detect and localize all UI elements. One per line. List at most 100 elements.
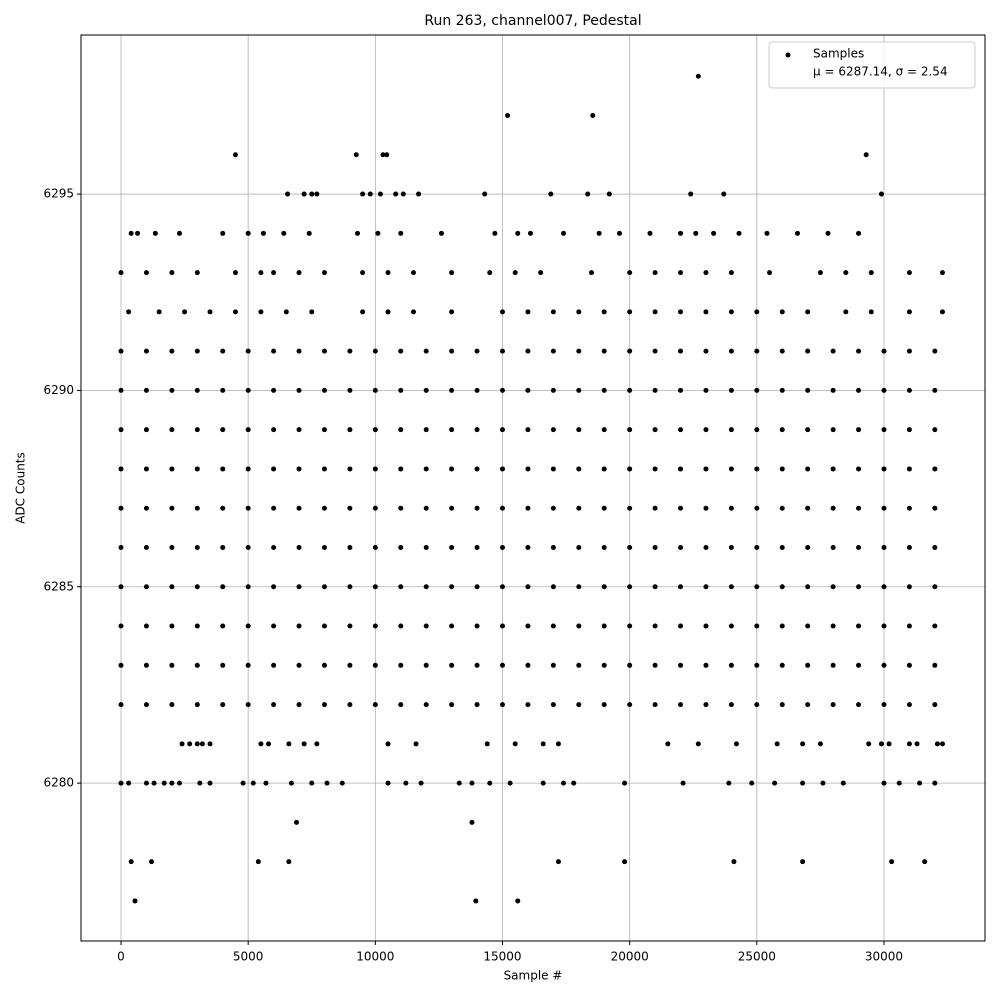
data-point [499, 505, 505, 511]
data-point [347, 387, 353, 393]
data-point [372, 702, 378, 708]
data-point [764, 230, 770, 236]
data-point [169, 544, 175, 550]
data-point [385, 741, 391, 747]
data-point [627, 505, 633, 511]
data-point [932, 623, 938, 629]
data-point [271, 623, 277, 629]
data-point [817, 741, 823, 747]
data-point [550, 623, 556, 629]
data-point [561, 780, 567, 786]
data-point [512, 741, 518, 747]
data-point [321, 466, 327, 472]
data-point [695, 741, 701, 747]
data-point [321, 348, 327, 354]
data-point [283, 309, 289, 315]
data-point [606, 191, 612, 197]
data-point [347, 584, 353, 590]
data-point [474, 623, 480, 629]
grid: 0 5000 10000 15000 20000 25000 30000 6280 6285 62… [43, 35, 985, 964]
data-point [169, 270, 175, 276]
data-point [194, 427, 200, 433]
data-point [678, 505, 684, 511]
data-point [143, 623, 149, 629]
data-point [939, 741, 945, 747]
data-point [220, 702, 226, 708]
legend: Samples μ = 6287.14, σ = 2.54 [768, 41, 976, 89]
data-point [515, 230, 521, 236]
data-point [805, 387, 811, 393]
data-point [728, 584, 734, 590]
data-point [449, 623, 455, 629]
data-point [169, 662, 175, 668]
data-point [550, 387, 556, 393]
data-point [525, 348, 531, 354]
data-point [449, 348, 455, 354]
data-point [240, 780, 246, 786]
data-point [469, 819, 475, 825]
data-point [576, 702, 582, 708]
x-tick-label: 10000 [356, 950, 394, 964]
data-point [232, 152, 238, 158]
data-point [779, 662, 785, 668]
data-point [220, 505, 226, 511]
data-point [449, 702, 455, 708]
data-point [830, 348, 836, 354]
data-point [314, 741, 320, 747]
data-point [627, 623, 633, 629]
data-point [576, 427, 582, 433]
data-point [220, 387, 226, 393]
data-point [169, 702, 175, 708]
data-point [385, 780, 391, 786]
data-point [939, 309, 945, 315]
data-point [499, 387, 505, 393]
data-point [372, 466, 378, 472]
data-point [652, 427, 658, 433]
data-point [309, 309, 315, 315]
data-point [830, 387, 836, 393]
data-point [652, 584, 658, 590]
data-point [525, 702, 531, 708]
data-point [220, 662, 226, 668]
data-point [118, 662, 124, 668]
data-point [820, 780, 826, 786]
data-point [703, 584, 709, 590]
data-point [627, 309, 633, 315]
data-point [728, 505, 734, 511]
data-point [728, 466, 734, 472]
data-point [418, 780, 424, 786]
data-point [601, 544, 607, 550]
data-point [830, 505, 836, 511]
data-point [220, 466, 226, 472]
data-point [398, 505, 404, 511]
data-point [474, 466, 480, 472]
data-point [525, 466, 531, 472]
x-axis-label: Sample # [504, 969, 563, 983]
data-point [527, 230, 533, 236]
data-point [767, 270, 773, 276]
data-point [400, 191, 406, 197]
data-point [423, 505, 429, 511]
data-point [754, 348, 760, 354]
data-point [856, 544, 862, 550]
data-point [627, 427, 633, 433]
y-axis-label: ADC Counts [14, 452, 28, 524]
data-point [296, 623, 302, 629]
data-point [339, 780, 345, 786]
data-point [678, 309, 684, 315]
data-point [449, 505, 455, 511]
data-point [484, 741, 490, 747]
data-point [271, 270, 277, 276]
data-point [881, 466, 887, 472]
data-point [271, 387, 277, 393]
data-point [932, 466, 938, 472]
data-point [512, 270, 518, 276]
data-point [194, 702, 200, 708]
data-point [449, 427, 455, 433]
data-point [285, 191, 291, 197]
data-point [347, 427, 353, 433]
data-point [271, 584, 277, 590]
data-point [423, 702, 429, 708]
data-point [550, 544, 556, 550]
